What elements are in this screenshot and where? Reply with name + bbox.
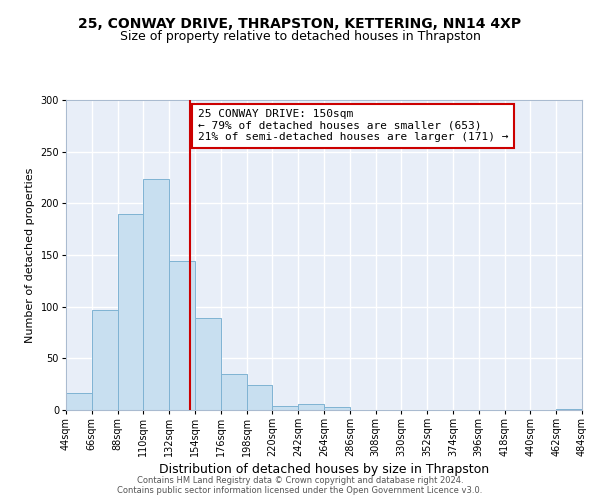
Bar xyxy=(298,404,324,410)
Bar xyxy=(92,310,118,410)
Bar xyxy=(195,318,221,410)
Bar xyxy=(169,261,195,410)
Text: 25, CONWAY DRIVE, THRAPSTON, KETTERING, NN14 4XP: 25, CONWAY DRIVE, THRAPSTON, KETTERING, … xyxy=(79,18,521,32)
X-axis label: Distribution of detached houses by size in Thrapston: Distribution of detached houses by size … xyxy=(159,464,489,476)
Bar xyxy=(221,374,247,410)
Bar xyxy=(272,406,298,410)
Bar xyxy=(324,407,350,410)
Bar xyxy=(143,178,169,410)
Bar xyxy=(556,409,582,410)
Text: Size of property relative to detached houses in Thrapston: Size of property relative to detached ho… xyxy=(119,30,481,43)
Y-axis label: Number of detached properties: Number of detached properties xyxy=(25,168,35,342)
Text: 25 CONWAY DRIVE: 150sqm
← 79% of detached houses are smaller (653)
21% of semi-d: 25 CONWAY DRIVE: 150sqm ← 79% of detache… xyxy=(197,110,508,142)
Text: Contains public sector information licensed under the Open Government Licence v3: Contains public sector information licen… xyxy=(118,486,482,495)
Text: Contains HM Land Registry data © Crown copyright and database right 2024.: Contains HM Land Registry data © Crown c… xyxy=(137,476,463,485)
Bar xyxy=(118,214,143,410)
Bar xyxy=(66,394,92,410)
Bar xyxy=(247,385,272,410)
